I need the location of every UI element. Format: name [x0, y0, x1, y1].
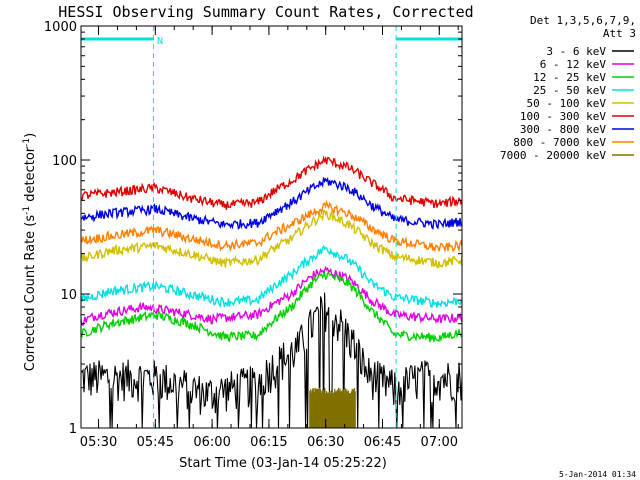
legend-label: 800 - 7000 keV: [513, 136, 606, 149]
series-line-6-12kev: [80, 265, 463, 327]
x-tick-label: 06:30: [307, 435, 344, 450]
x-tick-label: 05:30: [80, 435, 117, 450]
legend-label: 25 - 50 keV: [533, 84, 606, 97]
series-line-100-300kev: [80, 155, 463, 210]
plot-frame: [80, 25, 463, 429]
legend-label: 300 - 800 keV: [520, 123, 606, 136]
y-tick-label: 1000: [44, 20, 77, 35]
chart-title: HESSI Observing Summary Count Rates, Cor…: [58, 3, 473, 21]
footer-date: 5-Jan-2014 01:34: [559, 470, 636, 479]
legend-label: 50 - 100 keV: [527, 97, 607, 110]
series-line-800-7000kev: [80, 199, 463, 253]
legend-label: 100 - 300 keV: [520, 110, 606, 123]
x-tick-label: 07:00: [421, 435, 458, 450]
legend-label: 7000 - 20000 keV: [500, 149, 606, 162]
series-burst-7000-20000kev: [309, 387, 356, 428]
series-line-3-6kev: [80, 292, 463, 429]
y-axis-label: Corrected Count Rate (s-1 detector-1): [22, 133, 38, 371]
series-line-50-100kev: [80, 209, 463, 269]
x-tick-label: 06:00: [193, 435, 230, 450]
axes-layer: 1 10 100 1000 05:30 05:45 06:00 06:15 06:30 06:45…: [44, 20, 463, 450]
data-layer: [80, 155, 463, 429]
legend-label: 3 - 6 keV: [546, 45, 606, 58]
x-tick-label: 05:45: [137, 435, 174, 450]
y-tick-label: 100: [52, 154, 77, 169]
x-tick-label: 06:15: [250, 435, 287, 450]
attenuator-label: Att 3: [603, 27, 636, 40]
night-label: N: [157, 36, 163, 47]
series-line-12-25kev: [80, 270, 463, 343]
y-tick-label: 10: [60, 288, 77, 303]
legend-label: 12 - 25 keV: [533, 71, 606, 84]
legend-label: 6 - 12 keV: [540, 58, 607, 71]
detectors-label: Det 1,3,5,6,7,9,: [530, 14, 636, 27]
series-line-25-50kev: [80, 244, 463, 308]
series-line-300-800kev: [80, 176, 463, 230]
x-axis-label: Start Time (03-Jan-14 05:25:22): [179, 456, 387, 471]
y-tick-label: 1: [69, 422, 77, 437]
x-tick-label: 06:45: [364, 435, 401, 450]
